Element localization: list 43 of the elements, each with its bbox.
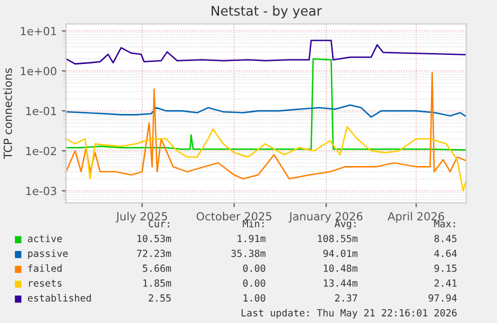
- text: 2.41: [434, 279, 457, 287]
- y-tick-label: 1e-03: [26, 186, 56, 196]
- y-tick-label: 1e-01: [26, 106, 56, 116]
- y-axis-title: TCP connections: [3, 68, 12, 159]
- legend-label: resets: [29, 280, 62, 287]
- line-series: [66, 126, 466, 192]
- legend-label: passive: [28, 250, 68, 259]
- line-series: [66, 40, 466, 65]
- legend-label: active: [28, 234, 62, 242]
- text: 13.44m: [324, 279, 358, 287]
- text: 72.23m: [137, 250, 171, 258]
- y-tick-label: 1e+01: [20, 26, 56, 36]
- legend-label: established: [28, 294, 91, 302]
- text: 35.38m: [231, 250, 266, 258]
- x-tick-label: October 2025: [196, 212, 272, 220]
- text: 0.00: [243, 264, 266, 272]
- text: 94.01m: [323, 250, 358, 258]
- text: 108.55m: [318, 234, 358, 242]
- text: Max:: [434, 220, 455, 228]
- text: Min:: [242, 220, 264, 228]
- text: 10.48m: [324, 264, 358, 272]
- text: Avg:: [334, 220, 356, 230]
- text: 97.94: [428, 294, 457, 302]
- text: 2.37: [335, 294, 358, 302]
- text: 1.85m: [143, 279, 171, 287]
- text: 8.45: [434, 234, 456, 242]
- legend-label: failed: [28, 264, 62, 272]
- chart-title: Netstat - by year: [212, 6, 322, 18]
- text: 9.15: [434, 264, 456, 272]
- text: 1.91m: [238, 234, 266, 242]
- text: Cur:: [148, 220, 170, 228]
- y-tick-label: 1e-02: [26, 146, 56, 156]
- text: 10.53m: [138, 234, 171, 242]
- y-tick-label: 1e+00: [20, 66, 56, 76]
- text: 1.00: [244, 294, 266, 302]
- text: Last update: Thu May 21 22:16:01 2026: [242, 308, 457, 318]
- text: 5.66m: [142, 264, 171, 272]
- line-series: [66, 72, 466, 180]
- line-series: [66, 104, 466, 118]
- line-series: [66, 58, 466, 151]
- text: 2.55: [148, 294, 171, 302]
- text: 0.00: [243, 279, 266, 287]
- text: 4.64: [434, 250, 457, 258]
